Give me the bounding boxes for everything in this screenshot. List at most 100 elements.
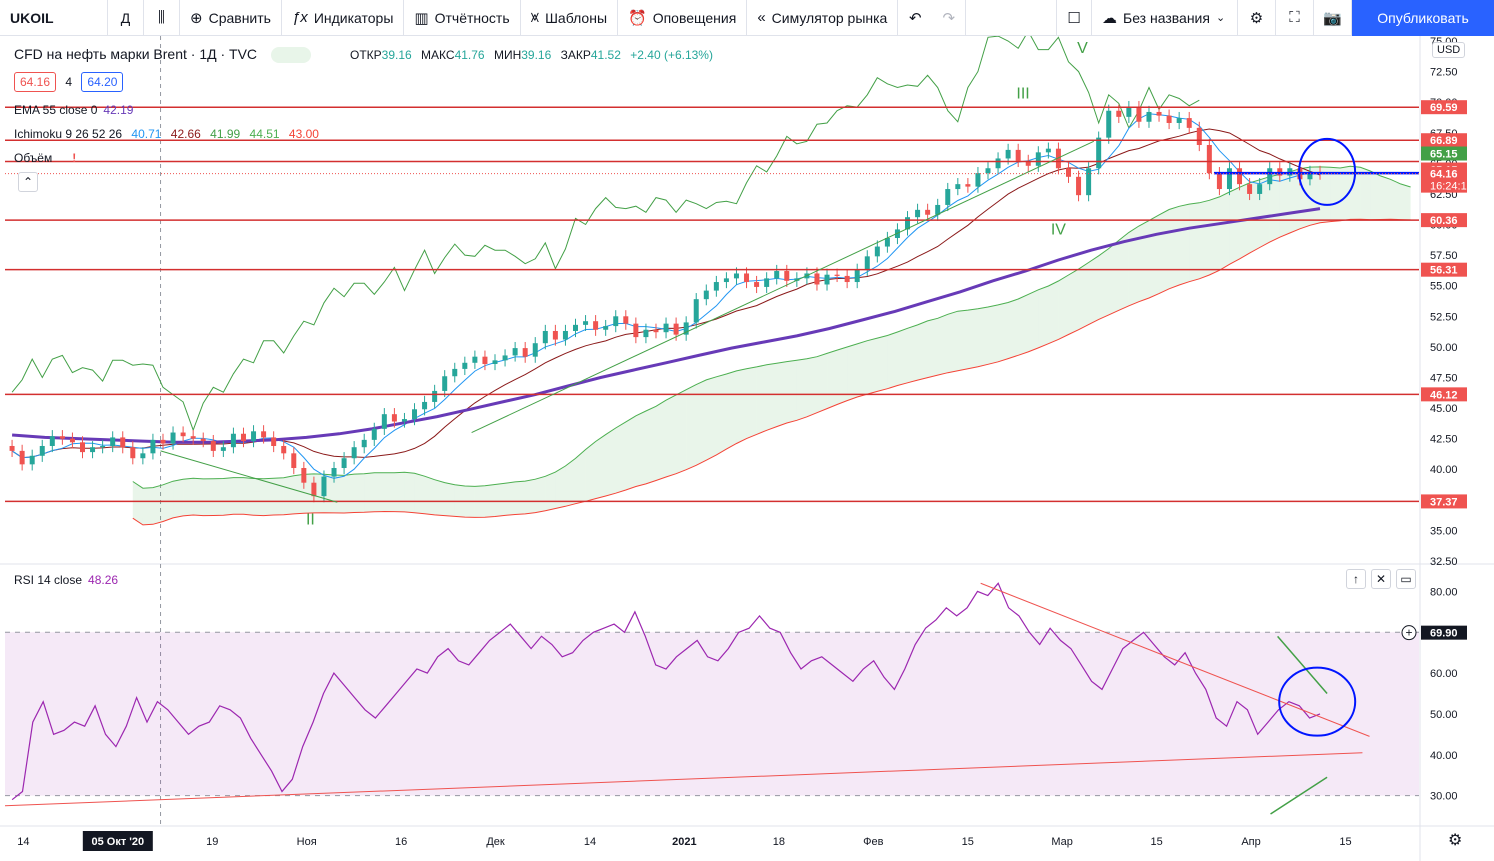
pane-up-button[interactable]: ↑ [1346, 569, 1366, 589]
interval-button[interactable]: Д [108, 0, 144, 36]
arrow-up-icon: ↑ [1353, 572, 1359, 586]
cloud-segment [283, 475, 294, 515]
symbol-search[interactable]: UKOIL [0, 0, 108, 36]
collapse-legend-button[interactable]: ⌃ [18, 172, 38, 192]
candle-body [874, 246, 880, 257]
candle-body [351, 447, 357, 459]
cloud-segment [253, 478, 264, 516]
indicators-button[interactable]: ƒx Индикаторы [282, 0, 405, 36]
cloud-segment [1148, 214, 1160, 299]
compare-button[interactable]: ⊕ Сравнить [180, 0, 282, 36]
time-tick-label: 16 [395, 836, 407, 848]
publish-button[interactable]: Опубликовать [1352, 0, 1494, 36]
fullscreen-button[interactable]: ⛶ [1276, 0, 1314, 36]
candle-body [1257, 184, 1263, 194]
candle-body [824, 274, 830, 285]
time-tick-label: Апр [1241, 836, 1260, 848]
rsi-annotation-line [1277, 635, 1328, 694]
sell-price[interactable]: 64.16 [14, 72, 57, 92]
replay-button[interactable]: «Симулятор рынка [747, 0, 899, 36]
cloud-segment [1249, 179, 1260, 254]
cloud-segment [323, 474, 335, 513]
cloud-segment [1279, 171, 1290, 238]
cloud-segment [424, 476, 435, 515]
candle-body [945, 189, 951, 205]
candle-body [261, 431, 267, 438]
cloud-segment [837, 347, 848, 405]
candle-body [713, 282, 719, 291]
rsi-line [11, 582, 1321, 801]
candle-body [90, 447, 96, 453]
cloud-segment [193, 478, 204, 516]
cloud-segment [907, 324, 918, 383]
cloud-segment [1289, 168, 1300, 233]
candle-body [502, 355, 508, 361]
cloud-segment [152, 484, 163, 525]
chart-canvas[interactable]: 32.5035.0037.5040.0042.5045.0047.5050.00… [0, 36, 1494, 861]
price-label-box [1421, 262, 1467, 277]
candle-body [1196, 127, 1202, 145]
time-tick-label: Фев [863, 836, 883, 848]
candle-body [311, 482, 317, 497]
layout-button[interactable]: ☐ [1056, 0, 1092, 36]
candle-body [623, 316, 629, 324]
cloud-segment [1098, 248, 1109, 320]
pane-close-button[interactable]: ✕ [1371, 569, 1391, 589]
chevron-up-icon: ⌃ [22, 175, 34, 189]
reports-button[interactable]: ▥ Отчётность [404, 0, 521, 36]
cloud-segment [1320, 166, 1331, 223]
candle-body [512, 348, 518, 356]
layout-name-button[interactable]: ☁ Без названия ⌄ [1092, 0, 1238, 36]
candle-body [552, 330, 558, 340]
cloud-segment [1259, 176, 1270, 248]
cloud-segment [142, 487, 153, 525]
candle-body [1307, 171, 1313, 180]
candle-body [361, 439, 367, 448]
candle-body [995, 158, 1001, 169]
cloud-segment [897, 328, 908, 386]
alarm-icon: ⏰ [628, 9, 647, 27]
pane-maximize-button[interactable]: ▭ [1396, 569, 1416, 589]
cloud-segment [525, 479, 536, 514]
price-axis: 32.5035.0037.5040.0042.5045.0047.5050.00… [1430, 36, 1458, 568]
axis-settings-icon[interactable]: ⚙ [1448, 832, 1463, 849]
price-tick-label: 45.00 [1430, 403, 1458, 415]
currency-badge[interactable]: USD [1432, 42, 1466, 58]
candle-body [401, 419, 407, 422]
settings-button[interactable]: ⚙ [1238, 0, 1276, 36]
price-label-value: 37.37 [1430, 496, 1458, 508]
chart-type-button[interactable]: ⫼ [144, 0, 180, 36]
cloud-segment [1269, 174, 1280, 243]
candle-body [180, 432, 186, 437]
cloud-segment [555, 465, 566, 509]
candle-body [412, 409, 418, 420]
add-alert-plus: + [1405, 626, 1412, 640]
candle-body [79, 442, 85, 453]
candle-body [472, 356, 478, 363]
cloud-segment [1189, 202, 1200, 282]
alerts-button[interactable]: ⏰ Оповещения [618, 0, 748, 36]
rsi-tick-label: 30.00 [1430, 791, 1458, 803]
candle-body [1035, 152, 1041, 166]
price-tick-label: 55.00 [1430, 281, 1458, 293]
rewind-icon: « [757, 9, 766, 26]
cloud-segment [666, 394, 677, 478]
redo-button[interactable]: ↷ [932, 0, 967, 36]
undo-button[interactable]: ↶ [898, 0, 932, 36]
fullscreen-icon: ⛶ [1289, 9, 1300, 26]
candle-body [723, 278, 729, 283]
cloud-segment [384, 472, 395, 512]
templates-button[interactable]: ⩙ Шаблоны [521, 0, 619, 36]
candle-body [9, 445, 15, 451]
candle-body [321, 476, 327, 497]
cloud-segment [877, 335, 888, 392]
cloud-segment [394, 472, 405, 512]
time-tick-label: 14 [17, 836, 29, 848]
candle-body [583, 321, 589, 325]
candle-body [452, 368, 458, 377]
ichimoku-chikou-line [11, 36, 1200, 432]
buy-price[interactable]: 64.20 [81, 72, 124, 92]
fx-icon: ƒx [291, 9, 308, 26]
snapshot-button[interactable]: 📷 [1314, 0, 1352, 36]
price-labels: 69.5966.8965.1565.1564.1616:24:1260.3656… [1421, 100, 1473, 509]
